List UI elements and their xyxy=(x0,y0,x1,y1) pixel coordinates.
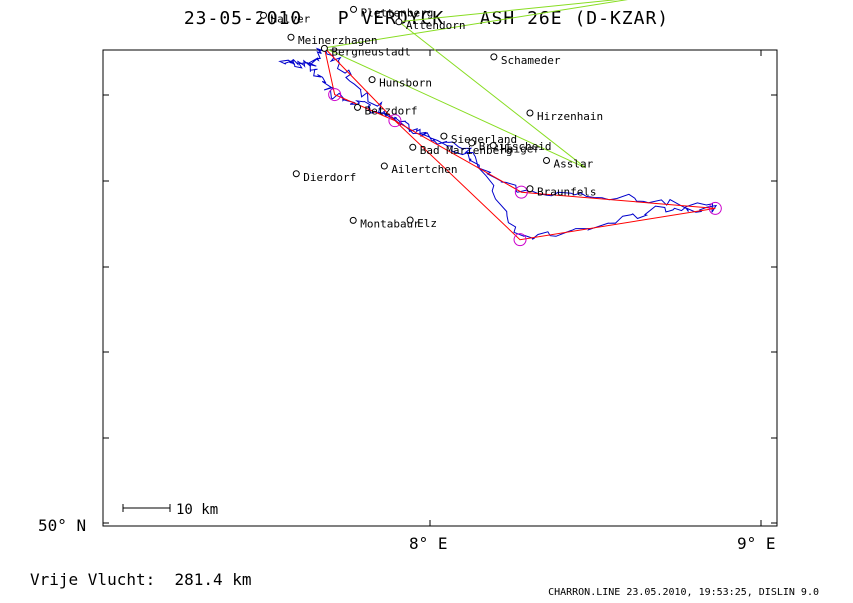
free-distance-readout: Vrije Vlucht: 281.4 km xyxy=(30,570,252,589)
town-marker xyxy=(292,170,300,178)
turnpoint-marker xyxy=(514,185,528,199)
town-marker xyxy=(409,143,417,151)
task-line xyxy=(323,47,716,241)
town-marker xyxy=(368,76,376,84)
town-label: Siegerland xyxy=(451,133,517,146)
turnpoint-marker xyxy=(708,201,722,215)
town-label: Bergneustadt xyxy=(331,45,410,58)
town-label: Elz xyxy=(417,217,437,230)
town-label: Hirzenhain xyxy=(537,110,603,123)
town-marker xyxy=(490,53,498,61)
town-label: Ailertchen xyxy=(391,163,457,176)
lon-label-8e: 8° E xyxy=(409,534,448,553)
town-label: Halver xyxy=(271,12,311,25)
town-marker xyxy=(349,216,357,224)
map-frame xyxy=(102,49,778,527)
turnpoint-marker xyxy=(513,233,527,247)
town-label: Montabaur xyxy=(360,217,420,230)
town-marker xyxy=(543,156,551,164)
town-label: Betzdorf xyxy=(365,104,418,117)
town-marker xyxy=(395,18,403,26)
free-distance-value: 281.4 km xyxy=(174,570,252,589)
gps-track xyxy=(278,46,718,240)
town-label: Braunfels xyxy=(537,186,597,199)
town-label: Schameder xyxy=(501,54,561,67)
town-label: Hunsborn xyxy=(379,77,432,90)
task-lines xyxy=(323,47,716,241)
town-marker xyxy=(354,103,362,111)
free-distance-label: Vrije Vlucht: xyxy=(30,570,156,589)
town-label: Meinerzhagen xyxy=(298,34,377,47)
town-marker xyxy=(380,162,388,170)
scale-bar-label: 10 km xyxy=(176,502,218,518)
credit-line: CHARRON.LINE 23.05.2010, 19:53:25, DISLI… xyxy=(548,587,819,598)
axis-ticks xyxy=(103,50,777,526)
town-marker xyxy=(489,142,497,150)
town-marker xyxy=(440,132,448,140)
town-marker xyxy=(406,216,414,224)
turnpoints xyxy=(328,88,722,247)
scale-bar xyxy=(122,504,171,512)
town-marker xyxy=(526,185,534,193)
town-marker xyxy=(350,5,358,13)
turnpoint-marker xyxy=(388,114,402,128)
town-label: Dierdorf xyxy=(303,171,356,184)
town-label: Breitscheid xyxy=(479,140,552,153)
flight-title: 23-05-2010 P VERDYCK ASH 26E (D-KZAR) xyxy=(183,8,670,29)
town-label: Asslar xyxy=(554,157,594,170)
lat-label: 50° N xyxy=(38,516,86,535)
turnpoint-marker xyxy=(328,88,342,102)
track-line xyxy=(278,46,718,240)
towns: Halver PlettenbergAttendornMeinerzhagenBe… xyxy=(260,5,603,230)
town-label: Plettenberg xyxy=(361,6,434,19)
town-marker xyxy=(320,44,328,52)
town-label: Attendorn xyxy=(406,19,466,32)
town-marker xyxy=(526,109,534,117)
town-marker xyxy=(468,139,476,147)
town-label: Haiger xyxy=(500,143,540,156)
town-marker xyxy=(260,11,268,19)
town-marker xyxy=(287,33,295,41)
town-label: Bad Marienberg xyxy=(420,144,513,157)
lon-label-9e: 9° E xyxy=(737,534,776,553)
